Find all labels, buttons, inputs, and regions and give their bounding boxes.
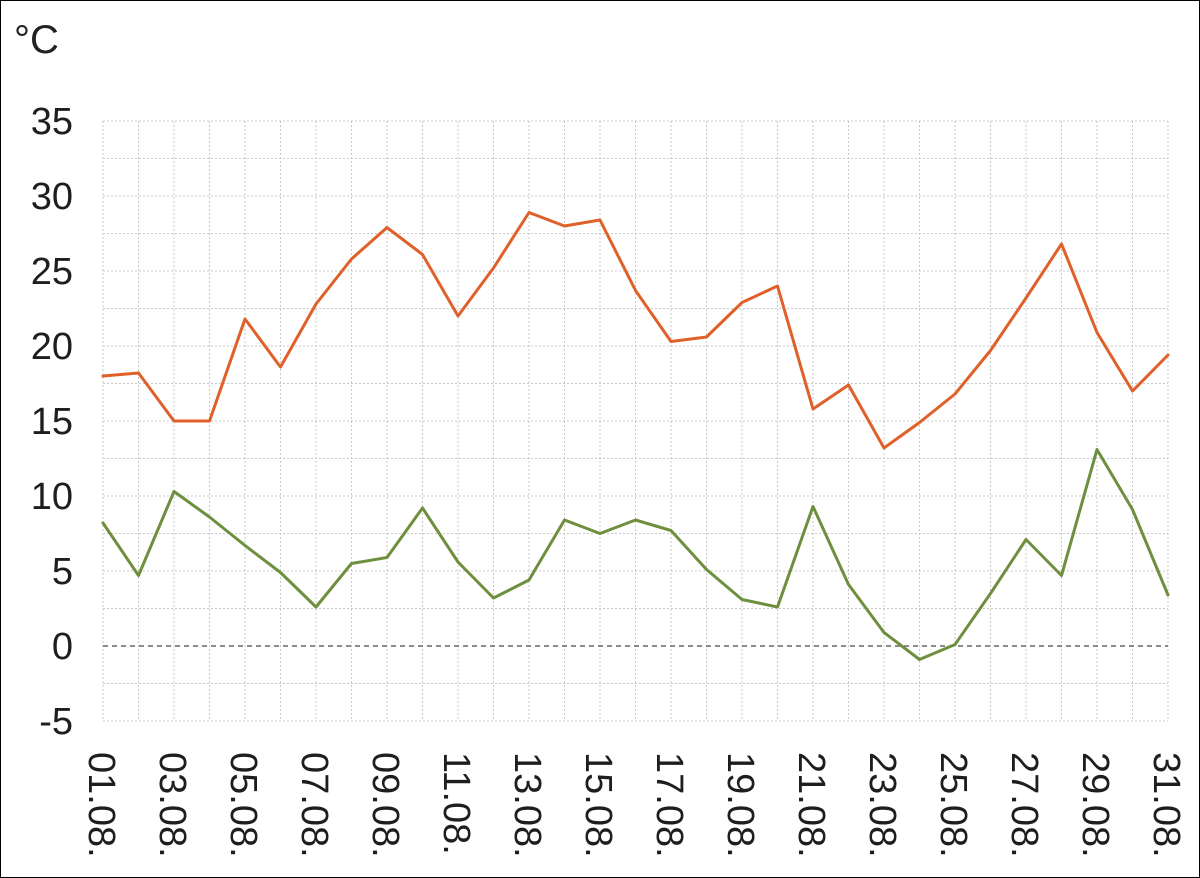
x-tick-label: 11.08. [435,752,477,855]
y-tick-label: 25 [31,251,73,293]
x-tick-label: 07.08. [293,752,335,858]
y-tick-label: 5 [52,551,73,593]
y-tick-label: 15 [31,401,73,443]
x-tick-label: 03.08. [151,752,193,858]
x-tick-label: 05.08. [222,752,264,858]
unit-label: °C [14,18,59,62]
x-tick-label: 17.08. [648,752,690,858]
x-tick-label: 01.08. [80,752,122,858]
x-tick-label: 09.08. [364,752,406,858]
x-tick-label: 13.08. [506,752,548,858]
x-tick-label: 29.08. [1074,752,1116,858]
x-tick-label: 19.08. [719,752,761,858]
series-line-2 [101,448,1170,661]
x-tick-label: 31.08. [1145,752,1187,858]
x-tick-label: 27.08. [1003,752,1045,858]
y-axis-ticks: 35 30 25 20 15 10 5 0 -5 [31,101,73,743]
series-layer [101,211,1170,661]
x-tick-label: 25.08. [932,752,974,858]
grid [102,120,1169,722]
x-axis-ticks: 01.08. 03.08. 05.08. 07.08. 09.08. 11.08. 13.0… [80,752,1187,858]
x-tick-label: 15.08. [577,752,619,858]
y-tick-label: -5 [39,701,73,743]
x-tick-label: 23.08. [861,752,903,858]
y-tick-label: 20 [31,326,73,368]
x-tick-label: 21.08. [790,752,832,858]
y-tick-label: 0 [52,626,73,668]
y-tick-label: 30 [31,176,73,218]
y-tick-label: 10 [31,476,73,518]
y-tick-label: 35 [31,101,73,143]
series-line-1 [101,211,1170,450]
